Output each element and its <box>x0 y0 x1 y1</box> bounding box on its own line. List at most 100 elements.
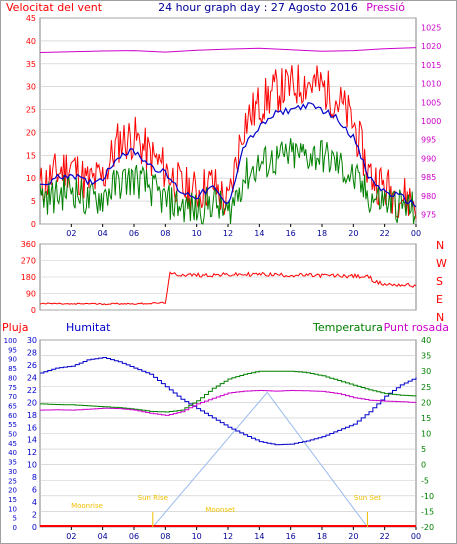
pressure-y-tick-label: 990 <box>421 154 436 163</box>
humidity-y-tick-label: 30 <box>27 336 37 345</box>
rain-y-tick-label: 50 <box>8 431 17 439</box>
climate-x-tick-label: 00 <box>411 532 421 541</box>
temperature-y-tick-label: 25 <box>421 383 431 392</box>
temperature-y-tick-label: -20 <box>421 523 434 532</box>
wind-speed-x-tick-label: 10 <box>192 229 202 238</box>
rain-y-tick-label: 55 <box>8 421 17 429</box>
temperature-y-tick-label: -10 <box>421 492 434 501</box>
pressure-y-tick-label: 975 <box>421 211 436 220</box>
temperature-y-tick-label: 10 <box>421 430 431 439</box>
temperature-y-tick-label: -5 <box>421 476 429 485</box>
wind-speed-y-tick-label: 45 <box>26 14 36 23</box>
rain-y-tick-label: 0 <box>13 524 17 532</box>
temperature-y-tick-label: 30 <box>421 367 431 376</box>
rain-y-tick-label: 15 <box>8 496 17 504</box>
wind-speed-x-tick-label: 12 <box>223 229 233 238</box>
rain-y-tick-label: 70 <box>8 393 17 401</box>
wind-speed-x-tick-label: 08 <box>160 229 170 238</box>
humidity-y-tick-label: 26 <box>27 361 37 370</box>
wind-speed-series <box>39 102 417 208</box>
wind-direction-y-tick-label: 0 <box>31 306 36 315</box>
sun-elevation-series <box>152 391 368 528</box>
humidity-y-tick-label: 22 <box>27 386 37 395</box>
wind-speed-y-tick-label: 30 <box>26 83 36 92</box>
wind-direction-y-tick-label: 270 <box>21 257 36 266</box>
compass-letter: N <box>436 311 444 324</box>
climate-x-tick-label: 10 <box>192 532 202 541</box>
rain-y-tick-label: 85 <box>8 365 17 373</box>
rain-y-tick-label: 5 <box>13 515 17 523</box>
wind-speed-x-tick-label: 18 <box>317 229 327 238</box>
rain-y-tick-label: 20 <box>8 487 17 495</box>
rain-y-tick-label: 65 <box>8 402 17 410</box>
temperature-y-tick-label: 40 <box>421 336 431 345</box>
wind-speed-y-tick-label: 40 <box>26 37 36 46</box>
temperature-label: Temperatura <box>312 321 383 334</box>
chart-title: 24 hour graph day : 27 Agosto 2016 <box>158 1 358 14</box>
climate-x-tick-label: 16 <box>286 532 296 541</box>
humidity-y-tick-label: 28 <box>27 348 37 357</box>
compass-letter: N <box>436 239 444 252</box>
climate-x-tick-label: 12 <box>223 532 233 541</box>
wind-speed-x-tick-label: 04 <box>98 229 108 238</box>
humidity-y-tick-label: 0 <box>32 523 37 532</box>
temperature-y-tick-label: 20 <box>421 398 431 407</box>
wind-direction-y-tick-label: 180 <box>21 273 36 282</box>
sunrise-label: Sun Rise <box>138 494 168 502</box>
wind-speed-y-tick-label: 25 <box>26 106 36 115</box>
dewpoint-label: Punt rosada <box>384 321 449 334</box>
pressure-y-tick-label: 1015 <box>421 61 441 70</box>
humidity-y-tick-label: 18 <box>27 411 37 420</box>
sunset-label: Sun Set <box>354 494 381 502</box>
rain-y-tick-label: 90 <box>8 356 17 364</box>
compass-letter: W <box>436 257 447 270</box>
rain-y-tick-label: 10 <box>8 505 17 513</box>
humidity-series <box>40 357 417 446</box>
wind-speed-x-tick-label: 22 <box>380 229 390 238</box>
climate-x-tick-label: 06 <box>129 532 139 541</box>
compass-letter: S <box>436 275 443 288</box>
wind-speed-y-tick-label: 15 <box>26 151 36 160</box>
rain-y-tick-label: 80 <box>8 374 17 382</box>
climate-x-tick-label: 04 <box>98 532 108 541</box>
pressure-y-tick-label: 1025 <box>421 23 441 32</box>
humidity-y-tick-label: 14 <box>27 436 37 445</box>
compass-letter: E <box>436 293 443 306</box>
humidity-label: Humitat <box>66 321 111 334</box>
temperature-y-tick-label: 5 <box>421 445 426 454</box>
wind-speed-x-tick-label: 20 <box>348 229 358 238</box>
wind-speed-panel: 0510152025303540459759809859909951000100… <box>26 14 442 238</box>
pressure-y-tick-label: 1005 <box>421 98 441 107</box>
humidity-y-tick-label: 20 <box>27 398 37 407</box>
rain-y-tick-label: 95 <box>8 346 17 354</box>
climate-x-tick-label: 20 <box>348 532 358 541</box>
temperature-y-tick-label: 35 <box>421 352 431 361</box>
humidity-y-tick-label: 16 <box>27 423 37 432</box>
wind-speed-y-tick-label: 10 <box>26 174 36 183</box>
pressure-y-tick-label: 980 <box>421 192 436 201</box>
wind-speed-x-tick-label: 00 <box>411 229 421 238</box>
climate-x-tick-label: 18 <box>317 532 327 541</box>
humidity-y-tick-label: 8 <box>32 473 37 482</box>
humidity-y-tick-label: 24 <box>27 373 37 382</box>
wind-speed-y-tick-label: 0 <box>31 220 36 229</box>
wind-speed-x-tick-label: 06 <box>129 229 139 238</box>
climate-x-tick-label: 14 <box>254 532 264 541</box>
moonrise-label: Moonrise <box>71 502 103 510</box>
rain-y-tick-label: 35 <box>8 459 17 467</box>
wind-direction-series <box>39 271 417 306</box>
wind-speed-x-tick-label: 16 <box>286 229 296 238</box>
humidity-y-tick-label: 4 <box>32 498 37 507</box>
rain-y-tick-label: 100 <box>4 337 17 345</box>
wind-speed-y-tick-label: 35 <box>26 60 36 69</box>
rain-humidity-temperature-panel: -20-15-10-505101520253035400246810121416… <box>4 336 434 541</box>
temperature-y-tick-label: 15 <box>421 414 431 423</box>
temperature-y-tick-label: 0 <box>421 461 426 470</box>
wind-average-series <box>39 138 417 225</box>
rain-y-tick-label: 30 <box>8 468 17 476</box>
wind-gust-series <box>39 64 417 220</box>
pressure-y-tick-label: 1010 <box>421 80 441 89</box>
